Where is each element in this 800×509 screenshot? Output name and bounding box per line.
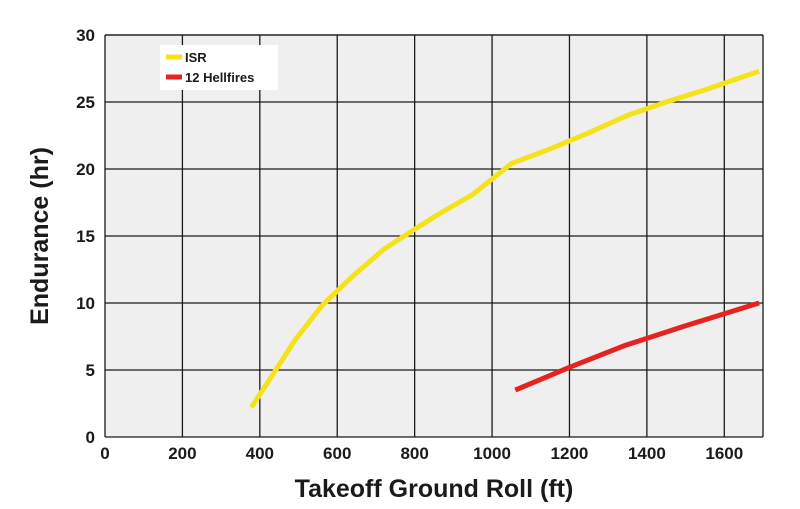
y-tick-label: 25	[76, 93, 95, 112]
series-layer	[249, 68, 760, 409]
y-tick-label: 20	[76, 160, 95, 179]
series-line-isr	[249, 68, 760, 409]
legend: ISR 12 Hellfires	[160, 45, 278, 90]
x-tick-label: 1400	[628, 444, 666, 463]
x-tick-label: 600	[323, 444, 351, 463]
y-tick-label: 0	[86, 428, 95, 447]
x-tick-label: 1600	[705, 444, 743, 463]
x-tick-label: 1000	[473, 444, 511, 463]
x-tick-label: 200	[168, 444, 196, 463]
y-tick-label: 30	[76, 26, 95, 45]
y-tick-label: 5	[86, 361, 95, 380]
x-tick-label: 1200	[551, 444, 589, 463]
x-axis-title: Takeoff Ground Roll (ft)	[295, 475, 574, 503]
tick-labels: 0 200 400 600 800 1000 1200 1400 1600 0 5 10 15 20 25 3…	[76, 26, 743, 463]
x-tick-label: 400	[246, 444, 274, 463]
y-axis-title: Endurance (hr)	[26, 147, 54, 325]
legend-label: ISR	[185, 50, 207, 65]
legend-label: 12 Hellfires	[185, 70, 254, 85]
y-tick-label: 10	[76, 294, 95, 313]
grid	[104, 34, 764, 438]
series-line-hellfires	[514, 300, 760, 393]
x-tick-label: 800	[400, 444, 428, 463]
x-tick-label: 0	[100, 444, 109, 463]
legend-box	[160, 45, 278, 90]
y-tick-label: 15	[76, 227, 95, 246]
